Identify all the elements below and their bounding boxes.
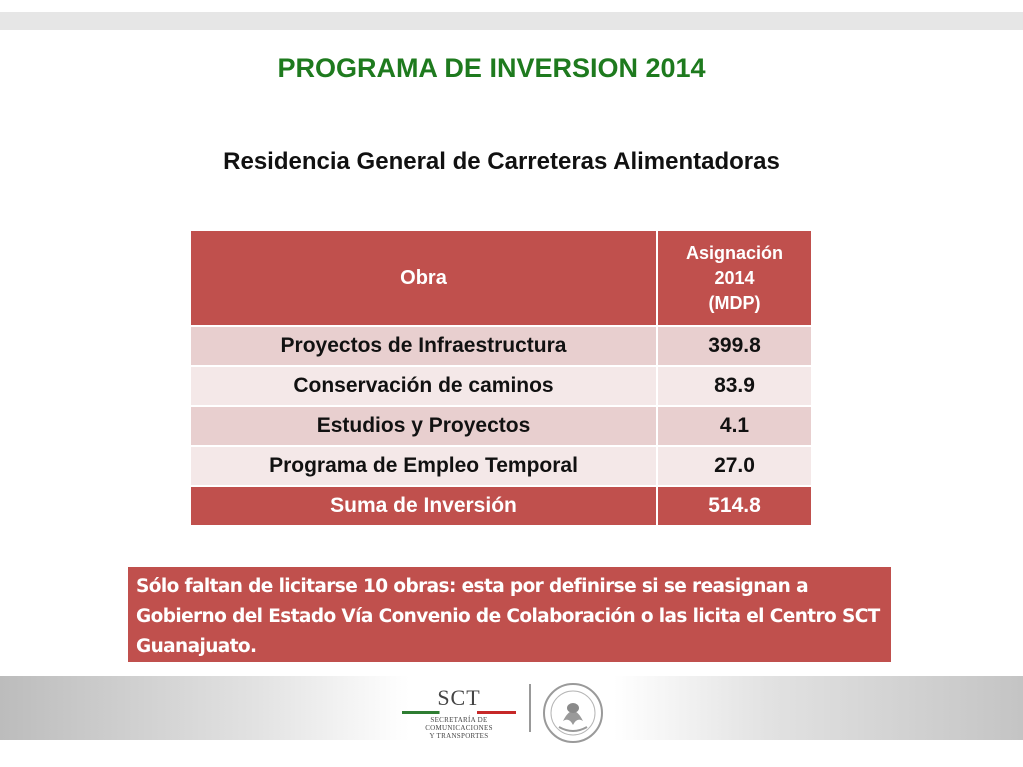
row-obra: Estudios y Proyectos (189, 405, 658, 447)
page-title: PROGRAMA DE INVERSION 2014 (277, 53, 706, 83)
note-box: Sólo faltan de licitarse 10 obras: esta … (128, 567, 891, 662)
header-asig-line3: (MDP) (708, 292, 761, 313)
table-row: Proyectos de Infraestructura 399.8 (189, 325, 813, 367)
investment-table: Obra Asignación 2014 (MDP) Proyectos de … (189, 229, 813, 527)
header-asig-line1: Asignación (685, 242, 783, 263)
table-row: Conservación de caminos 83.9 (189, 365, 813, 407)
table-row: Programa de Empleo Temporal 27.0 (189, 445, 813, 487)
row-monto: 399.8 (656, 325, 813, 367)
row-obra: Programa de Empleo Temporal (189, 445, 658, 487)
sct-logo-text: SCT (437, 685, 481, 710)
sct-logo-line3: Y TRANSPORTES (429, 732, 489, 740)
sct-logo-line2: COMUNICACIONES (425, 724, 493, 732)
row-monto: 27.0 (656, 445, 813, 487)
row-monto: 83.9 (656, 365, 813, 407)
header-asig-line2: 2014 (714, 267, 755, 288)
row-monto: 4.1 (656, 405, 813, 447)
row-obra: Conservación de caminos (189, 365, 658, 407)
header-obra: Obra (189, 229, 658, 327)
sct-logo: SCT SECRETARÍA DE COMUNICACIONES Y TRANS… (398, 687, 520, 747)
total-value: 514.8 (656, 485, 813, 527)
row-obra: Proyectos de Infraestructura (189, 325, 658, 367)
table-total-row: Suma de Inversión 514.8 (189, 485, 813, 527)
footer-band (0, 676, 1023, 740)
total-label: Suma de Inversión (189, 485, 658, 527)
sct-logo-line1: SECRETARÍA DE (430, 716, 488, 724)
mexican-seal-icon (541, 681, 605, 750)
page-subtitle: Residencia General de Carreteras Aliment… (223, 148, 780, 175)
top-bar (0, 12, 1023, 30)
sct-logo-stripe (402, 711, 516, 714)
header-asignacion: Asignación 2014 (MDP) (656, 229, 813, 327)
footer-divider (529, 684, 531, 732)
table-row: Estudios y Proyectos 4.1 (189, 405, 813, 447)
table-header-row: Obra Asignación 2014 (MDP) (189, 229, 813, 327)
